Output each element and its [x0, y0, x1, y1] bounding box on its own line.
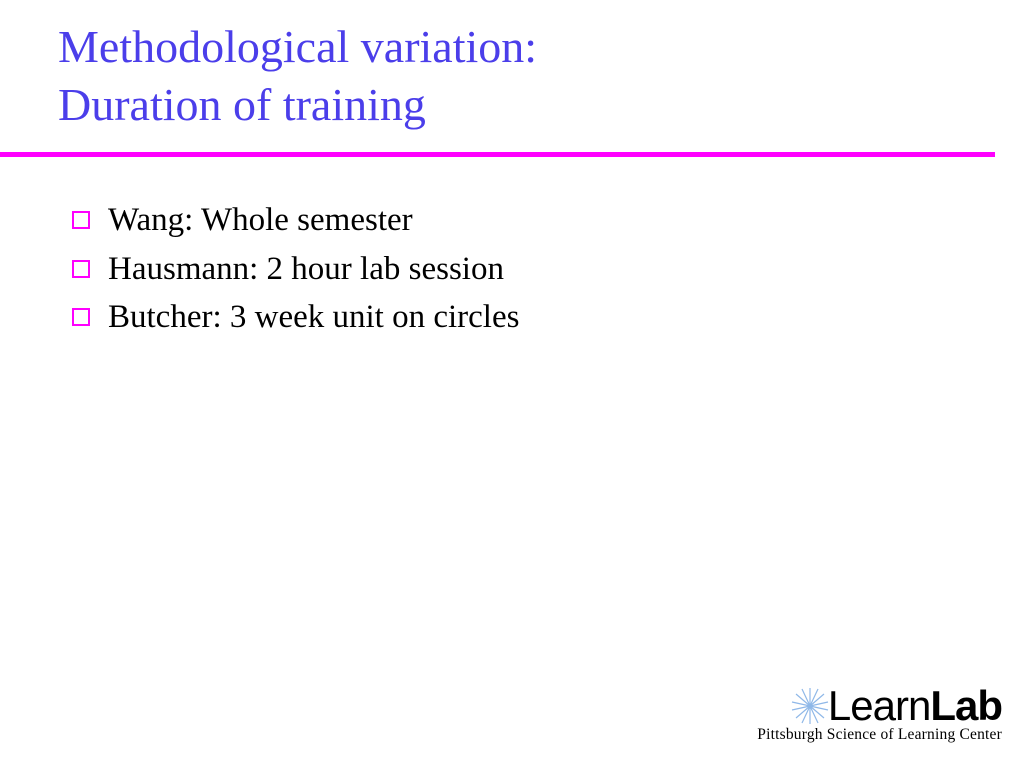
footer-logo: LearnLab Pittsburgh Science of Learning …	[757, 682, 1002, 744]
title-divider	[0, 152, 995, 157]
title-line-1: Methodological variation:	[58, 18, 1024, 76]
list-item: Butcher: 3 week unit on circles	[72, 295, 519, 340]
slide-title: Methodological variation: Duration of tr…	[0, 0, 1024, 133]
list-item: Wang: Whole semester	[72, 198, 519, 243]
slide: Methodological variation: Duration of tr…	[0, 0, 1024, 768]
logo-text-part1: Learn	[828, 682, 930, 729]
logo-main: LearnLab	[757, 682, 1002, 730]
list-item: Hausmann: 2 hour lab session	[72, 247, 519, 292]
logo-text: LearnLab	[828, 682, 1002, 730]
square-bullet-icon	[72, 211, 90, 229]
title-line-2: Duration of training	[58, 76, 1024, 134]
bullet-list: Wang: Whole semester Hausmann: 2 hour la…	[72, 198, 519, 344]
square-bullet-icon	[72, 308, 90, 326]
square-bullet-icon	[72, 260, 90, 278]
logo-subtitle: Pittsburgh Science of Learning Center	[757, 726, 1002, 744]
bullet-text: Hausmann: 2 hour lab session	[108, 247, 504, 292]
bullet-text: Butcher: 3 week unit on circles	[108, 295, 519, 340]
bullet-text: Wang: Whole semester	[108, 198, 413, 243]
logo-text-part2: Lab	[930, 682, 1002, 729]
starburst-icon	[790, 686, 830, 726]
